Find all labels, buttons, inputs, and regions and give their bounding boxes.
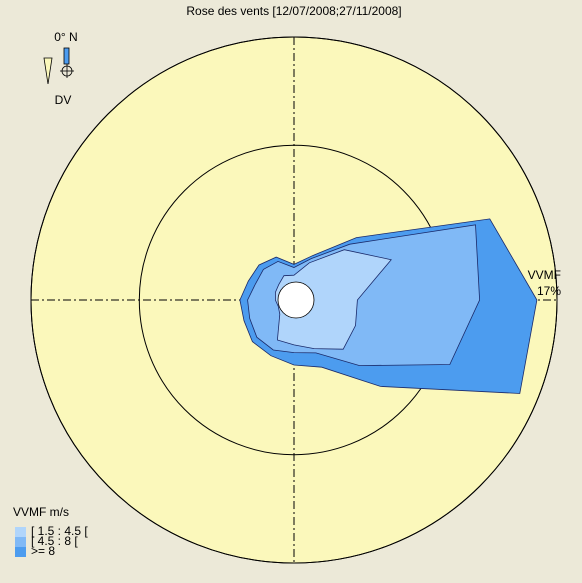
north-label: 0° N xyxy=(54,30,77,44)
compass-bar xyxy=(63,47,70,65)
direction-arrow xyxy=(43,57,53,85)
legend: [ 1.5 : 4.5 [[ 4.5 : 8 [>= 8 xyxy=(15,524,88,558)
legend-swatch xyxy=(15,527,26,537)
ring-grid xyxy=(30,36,558,564)
r-tick-label: 17% xyxy=(537,284,561,298)
rose-band xyxy=(274,249,392,350)
calm-circle xyxy=(277,281,315,319)
compass-icon xyxy=(43,47,74,85)
r-axis-label: VVMF xyxy=(528,268,561,282)
direction-label: DV xyxy=(55,93,72,107)
legend-label: >= 8 xyxy=(31,544,55,558)
legend-label: [ 1.5 : 4.5 [ xyxy=(31,524,88,538)
legend-title: VVMF m/s xyxy=(13,505,69,519)
chart-title: Rose des vents [12/07/2008;27/11/2008] xyxy=(186,4,401,18)
legend-swatch xyxy=(15,547,26,557)
legend-label: [ 4.5 : 8 [ xyxy=(31,534,78,548)
legend-swatch xyxy=(15,537,26,547)
